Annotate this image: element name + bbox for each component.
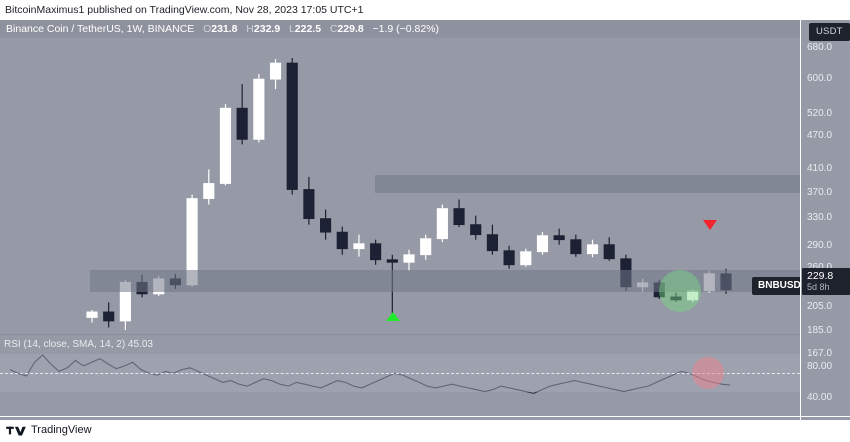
price-tick: 167.0: [807, 348, 833, 359]
legend-low-label: L: [288, 23, 295, 35]
price-tick: 600.0: [807, 73, 833, 84]
rsi-overbought-halo: [692, 357, 724, 389]
attribution-text: BitcoinMaximus1 published on TradingView…: [0, 0, 850, 20]
price-tick: 260.0: [807, 262, 832, 273]
footer: TradingView: [0, 420, 850, 442]
legend-close-label: C: [329, 23, 338, 35]
price-tick: 520.0: [807, 108, 833, 119]
legend-high-value: 232.9: [253, 23, 281, 35]
tradingview-wordmark: TradingView: [31, 424, 92, 436]
current-price-value: 229.8: [807, 270, 834, 282]
sell-marker: [703, 220, 717, 230]
rsi-tick: 40.00: [807, 392, 833, 403]
price-axis[interactable]: USDT 680.0 600.0 520.0 470.0 410.0 370.0…: [800, 20, 850, 442]
price-tick: 185.0: [807, 325, 833, 336]
legend-change: −1.9 (−0.82%): [372, 23, 440, 35]
legend-open-label: O: [203, 23, 212, 35]
legend-low-value: 222.5: [294, 23, 322, 35]
pane-divider[interactable]: [0, 334, 800, 335]
legend-symbol[interactable]: Binance Coin / TetherUS, 1W, BINANCE: [6, 23, 195, 35]
price-tick: 370.0: [807, 187, 833, 198]
price-pane[interactable]: Binance Coin / TetherUS, 1W, BINANCE O23…: [0, 20, 800, 333]
rsi-legend[interactable]: RSI (14, close, SMA, 14, 2) 45.03: [4, 339, 153, 350]
resistance-zone: [375, 175, 800, 193]
support-zone: [90, 270, 800, 292]
rsi-line: [9, 354, 731, 394]
chart-frame: Binance Coin / TetherUS, 1W, BINANCE O23…: [0, 20, 850, 442]
price-tick: 410.0: [807, 163, 833, 174]
legend-open-value: 231.8: [211, 23, 238, 35]
current-price-badge: 229.8 5d 8h: [802, 268, 850, 295]
rsi-midline: [0, 373, 800, 374]
tradingview-logo[interactable]: TradingView: [6, 424, 92, 436]
accumulation-halo: [659, 270, 701, 312]
price-tick: 680.0: [807, 42, 833, 53]
tradingview-mark-icon: [6, 426, 26, 436]
price-tick: 470.0: [807, 130, 833, 141]
currency-badge: USDT: [809, 23, 850, 41]
rsi-pane[interactable]: RSI (14, close, SMA, 14, 2) 45.03: [0, 336, 800, 416]
legend-high-label: H: [246, 23, 254, 35]
price-tick: 290.0: [807, 240, 833, 251]
rsi-tick: 80.00: [807, 361, 833, 372]
price-legend[interactable]: Binance Coin / TetherUS, 1W, BINANCE O23…: [0, 20, 800, 38]
bar-countdown: 5d 8h: [807, 282, 830, 292]
symbol-badge: BNBUSDT: [752, 277, 800, 295]
price-tick: 205.0: [807, 301, 833, 312]
price-tick: 330.0: [807, 212, 833, 223]
buy-marker: [386, 312, 400, 321]
legend-close-value: 229.8: [337, 23, 364, 35]
